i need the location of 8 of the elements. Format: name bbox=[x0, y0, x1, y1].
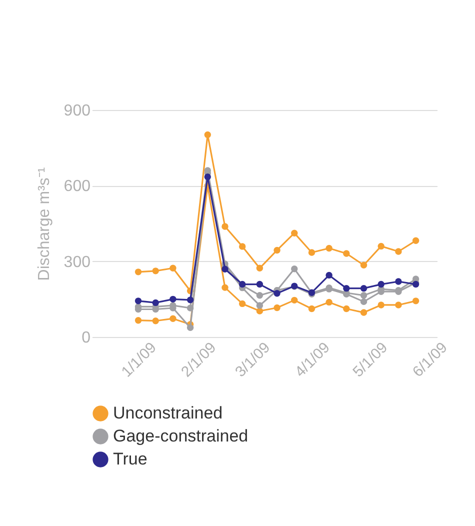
legend-label: Unconstrained bbox=[113, 404, 223, 422]
legend-label: True bbox=[113, 450, 148, 468]
legend-label: Gage-constrained bbox=[113, 426, 248, 446]
y-tick-label: 600 bbox=[64, 178, 91, 196]
y-tick-label: 900 bbox=[64, 102, 91, 120]
y-axis-title: Discharge m³s⁻¹ bbox=[36, 167, 53, 281]
y-tick-label: 300 bbox=[64, 254, 91, 271]
y-tick-label: 0 bbox=[82, 330, 91, 346]
